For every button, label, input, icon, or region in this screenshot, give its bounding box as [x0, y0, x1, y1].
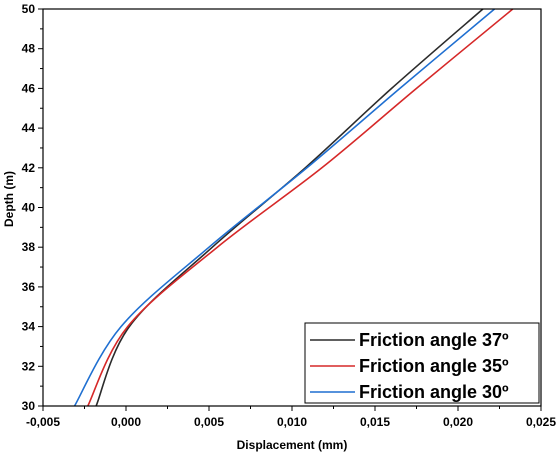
y-tick-label: 44 — [22, 121, 36, 135]
x-tick-label: 0,005 — [194, 415, 224, 429]
y-tick-label: 48 — [22, 42, 36, 56]
series-line-1 — [87, 8, 514, 407]
x-tick-label: 0,025 — [526, 415, 556, 429]
x-tick-label: 0,020 — [443, 415, 473, 429]
y-tick-label: 40 — [22, 201, 36, 215]
y-tick-label: 50 — [22, 2, 36, 16]
y-tick-label: 38 — [22, 240, 36, 254]
x-tick-label: 0,000 — [111, 415, 141, 429]
legend: Friction angle 37º Friction angle 35º Fric… — [304, 322, 540, 404]
legend-label-1: Friction angle 35º — [359, 356, 509, 376]
y-tick-label: 42 — [22, 161, 36, 175]
plot-lines — [73, 8, 514, 407]
series-line-2 — [73, 8, 496, 407]
y-tick-label: 36 — [22, 280, 36, 294]
y-tick-label: 30 — [22, 399, 36, 413]
ticks — [38, 8, 542, 411]
y-tick-label: 34 — [22, 320, 36, 334]
x-tick-label: -0,005 — [26, 415, 60, 429]
legend-box — [304, 322, 540, 404]
tick-labels: -0,005 0,000 0,005 0,010 0,015 0,020 0,025 30 32… — [22, 2, 557, 429]
y-axis-title: Depth (m) — [2, 171, 16, 227]
x-axis-title: Displacement (mm) — [237, 438, 348, 452]
legend-label-2: Friction angle 30º — [359, 382, 509, 402]
x-tick-label: 0,010 — [277, 415, 307, 429]
y-tick-label: 46 — [22, 81, 36, 95]
x-tick-label: 0,015 — [360, 415, 390, 429]
y-tick-label: 32 — [22, 359, 36, 373]
legend-label-0: Friction angle 37º — [359, 330, 509, 350]
